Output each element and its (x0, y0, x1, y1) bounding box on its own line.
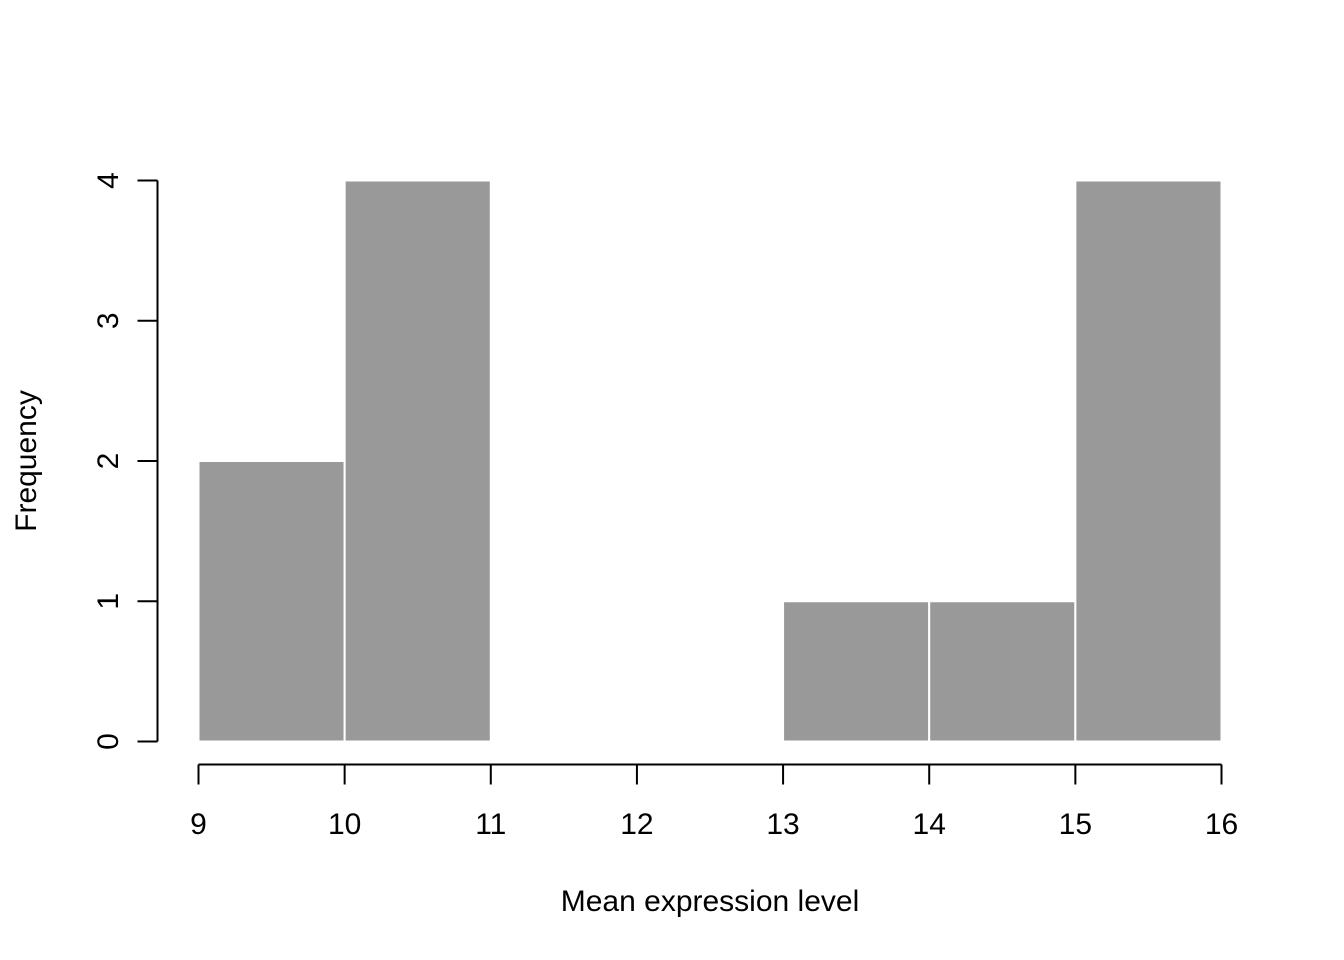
x-tick-label-11: 11 (475, 808, 506, 841)
x-tick-label-12: 12 (620, 808, 653, 841)
x-axis: 9 10 11 12 13 14 15 16 (190, 763, 1238, 841)
x-tick-label-10: 10 (328, 808, 361, 841)
x-tick-label-13: 13 (766, 808, 799, 841)
histogram-bar-15-16 (1074, 179, 1223, 743)
y-tick-label-0: 0 (92, 733, 125, 750)
x-tick-label-9: 9 (190, 808, 207, 841)
y-tick-label-4: 4 (92, 172, 125, 189)
x-tick-label-14: 14 (913, 808, 946, 841)
y-tick-label-3: 3 (92, 312, 125, 329)
histogram-bar-14-15 (928, 600, 1077, 743)
bars-group (197, 179, 1223, 743)
y-tick-label-1: 1 (92, 593, 125, 610)
histogram-bar-10-11 (343, 179, 492, 743)
y-tick-label-2: 2 (92, 453, 125, 470)
x-axis-title: Mean expression level (561, 885, 860, 918)
y-axis-title: Frequency (10, 390, 43, 532)
x-tick-label-15: 15 (1059, 808, 1092, 841)
histogram-bar-13-14 (782, 600, 931, 743)
x-tick-label-16: 16 (1205, 808, 1238, 841)
histogram-bar-9-10 (197, 460, 346, 743)
y-axis: 0 1 2 3 4 (92, 172, 159, 750)
